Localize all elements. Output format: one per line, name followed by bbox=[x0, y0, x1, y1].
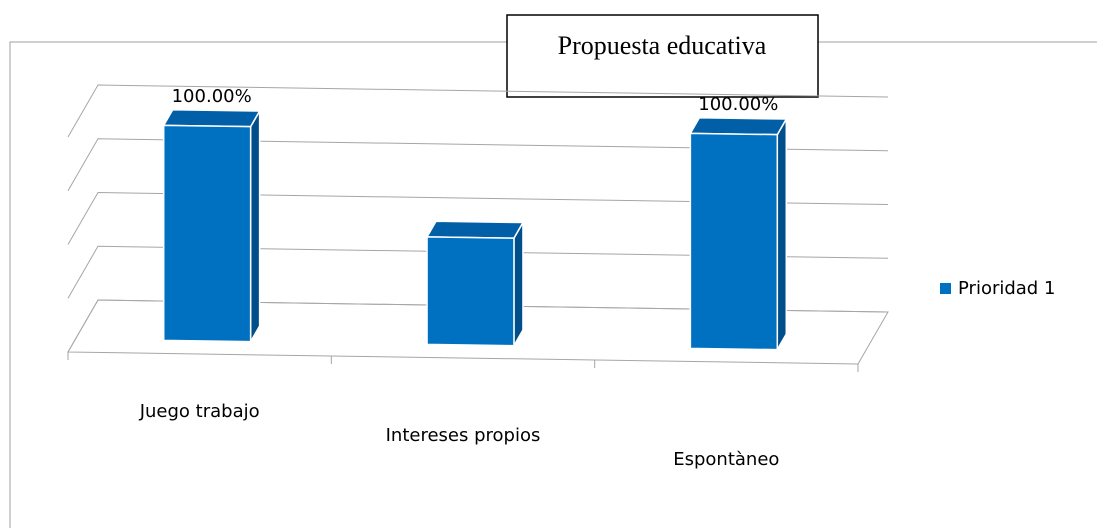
data-label: 100.00% bbox=[172, 86, 252, 107]
x-tick-label: Intereses propios bbox=[386, 425, 541, 446]
grid-line bbox=[67, 191, 889, 245]
legend-label: Prioridad 1 bbox=[958, 278, 1055, 299]
grid-line bbox=[67, 299, 889, 353]
bar bbox=[689, 116, 788, 353]
bar-top bbox=[425, 220, 525, 239]
bar-front bbox=[689, 132, 779, 351]
grid-line bbox=[67, 245, 889, 299]
bar-side bbox=[513, 219, 524, 349]
legend-swatch bbox=[940, 283, 951, 294]
bar-side bbox=[249, 108, 261, 345]
bar-top bbox=[689, 116, 788, 136]
bar-side bbox=[776, 116, 788, 353]
bar-front bbox=[426, 236, 515, 347]
x-tick-label: Espontàneo bbox=[673, 449, 779, 470]
chart-title: Propuesta educativa bbox=[558, 31, 767, 60]
data-label: 100.00% bbox=[698, 94, 778, 115]
grid-line bbox=[67, 138, 889, 191]
grid-line bbox=[67, 84, 889, 138]
bar bbox=[162, 108, 261, 345]
bar-front bbox=[162, 124, 252, 343]
bar bbox=[425, 219, 525, 349]
x-tick-label: Juego trabajo bbox=[139, 401, 260, 422]
title-box bbox=[506, 14, 819, 98]
bar-top bbox=[162, 108, 261, 128]
